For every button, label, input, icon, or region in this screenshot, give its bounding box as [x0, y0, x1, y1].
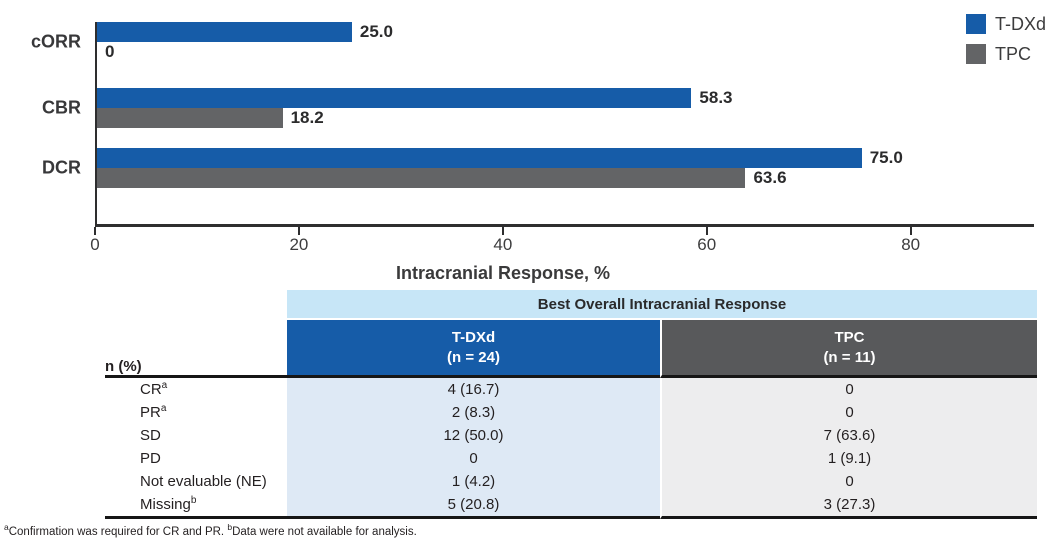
table-row: PD 0 1 (9.1): [105, 447, 1037, 470]
row-label-text: SD: [140, 427, 161, 444]
cell-tdxd: 12 (50.0): [287, 424, 660, 447]
column-header-tdxd-name: T-DXd: [451, 329, 496, 346]
bar-value-label: 0: [105, 42, 115, 61]
bar-row: 18.2: [97, 108, 1034, 128]
bar-row: 58.3: [97, 88, 1034, 108]
cell-tdxd: 0: [287, 447, 660, 470]
footnote: aConfirmation was required for CR and PR…: [4, 523, 1052, 538]
table-row: SD 12 (50.0) 7 (63.6): [105, 424, 1037, 447]
bar-row: 0: [97, 42, 1034, 62]
row-label-sup: a: [161, 380, 168, 391]
cell-tdxd: 4 (16.7): [287, 378, 660, 401]
row-label: PD: [105, 447, 287, 470]
x-axis: 0 20 40 60 80: [90, 227, 1032, 259]
column-header-tdxd-n: (n = 24): [447, 348, 500, 366]
row-label: PRa: [105, 401, 287, 424]
bar-value-label: 63.6: [753, 168, 787, 187]
bar-value-label: 75.0: [869, 148, 903, 167]
cell-tpc: 3 (27.3): [660, 493, 1037, 519]
bar-tpc: [97, 108, 283, 128]
legend-swatch-icon: [965, 44, 986, 64]
cell-tpc: 0: [660, 378, 1037, 401]
intracranial-response-figure: T-DXd TPC cORR 25.0 0 CBR 58.3 18.2 DCR 75.0 63.6…: [31, 14, 1046, 283]
bar-row: 25.0: [97, 22, 1034, 42]
tick-label: 0: [90, 235, 100, 254]
legend-label: T-DXd: [994, 14, 1046, 34]
bar-value-label: 18.2: [290, 108, 324, 127]
column-header-tpc: TPC (n = 11): [660, 320, 1037, 378]
row-label: SD: [105, 424, 287, 447]
table-row: PRa 2 (8.3) 0: [105, 401, 1037, 424]
column-header-tpc-n: (n = 11): [823, 348, 876, 366]
tick-label: 60: [697, 235, 717, 254]
x-axis-label: Intracranial Response, %: [395, 263, 611, 283]
cell-tdxd: 2 (8.3): [287, 401, 660, 424]
bar-group-corr: cORR 25.0 0: [31, 22, 1034, 62]
footnote-text-a: Confirmation was required for CR and PR.: [8, 526, 228, 538]
cell-tpc: 0: [660, 470, 1037, 493]
row-label-text: Missing: [140, 496, 191, 513]
cell-tpc: 0: [660, 401, 1037, 424]
cell-tdxd: 5 (20.8): [287, 493, 660, 519]
category-label: DCR: [42, 157, 81, 178]
table-row: CRa 4 (16.7) 0: [105, 378, 1037, 401]
category-label: cORR: [30, 31, 81, 52]
row-label-text: Not evaluable (NE): [140, 473, 267, 490]
column-header-tdxd: T-DXd (n = 24): [287, 320, 660, 378]
row-label-text: PD: [140, 450, 161, 467]
cell-tpc: 7 (63.6): [660, 424, 1037, 447]
bar-row: 63.6: [97, 168, 1034, 188]
column-header-tpc-name: TPC: [834, 329, 865, 346]
row-label-text: PR: [140, 404, 161, 421]
tick-mark: [909, 227, 912, 235]
table-body: CRa 4 (16.7) 0 PRa 2 (8.3) 0 SD 12 (50.0) 7 (63.…: [105, 378, 1037, 519]
footnote-text-b: Data were not available for analysis.: [232, 526, 417, 538]
row-label-text: CR: [140, 381, 162, 398]
table-header-row: n (%) T-DXd (n = 24) TPC (n = 11): [105, 320, 1037, 378]
table-row: Not evaluable (NE) 1 (4.2) 0: [105, 470, 1037, 493]
bar-value-label: 58.3: [699, 88, 733, 107]
category-label: CBR: [42, 97, 81, 118]
table-row: Missingb 5 (20.8) 3 (27.3): [105, 493, 1037, 519]
row-label: Missingb: [105, 493, 287, 519]
legend-item-tpc: TPC: [965, 44, 1046, 64]
tick-mark: [501, 227, 504, 235]
tick-label: 40: [493, 235, 513, 254]
row-label: Not evaluable (NE): [105, 470, 287, 493]
plot-area: cORR 25.0 0 CBR 58.3 18.2 DCR 75.0 63.6: [31, 22, 1034, 227]
bar-value-label: 25.0: [359, 22, 393, 41]
table-title-row: Best Overall Intracranial Response: [105, 290, 1037, 320]
bar-row: 75.0: [97, 148, 1034, 168]
legend-item-t-dxd: T-DXd: [965, 14, 1046, 34]
legend-label: TPC: [994, 44, 1031, 64]
legend-swatch-icon: [965, 14, 986, 34]
cell-tpc: 1 (9.1): [660, 447, 1037, 470]
bar-group-cbr: CBR 58.3 18.2: [42, 88, 1034, 128]
bar-t-dxd: [97, 148, 862, 168]
tick-label: 20: [289, 235, 309, 254]
bar-group-dcr: DCR 75.0 63.6: [42, 148, 1034, 188]
bar-t-dxd: [97, 88, 692, 108]
tick-mark: [297, 227, 300, 235]
row-label: CRa: [105, 378, 287, 401]
tick-label: 80: [901, 235, 921, 254]
row-label-sup: a: [160, 403, 167, 414]
row-label-sup: b: [190, 495, 197, 506]
legend: T-DXd TPC: [965, 14, 1046, 64]
row-header-n-pct: n (%): [105, 320, 287, 378]
tick-mark: [705, 227, 708, 235]
tick-mark: [94, 227, 96, 235]
table-title: Best Overall Intracranial Response: [287, 290, 1037, 320]
bar-tpc: [97, 168, 746, 188]
title-spacer-cell: [105, 290, 287, 320]
cell-tdxd: 1 (4.2): [287, 470, 660, 493]
bar-t-dxd: [97, 22, 352, 42]
response-table: Best Overall Intracranial Response n (%)…: [105, 290, 1037, 519]
